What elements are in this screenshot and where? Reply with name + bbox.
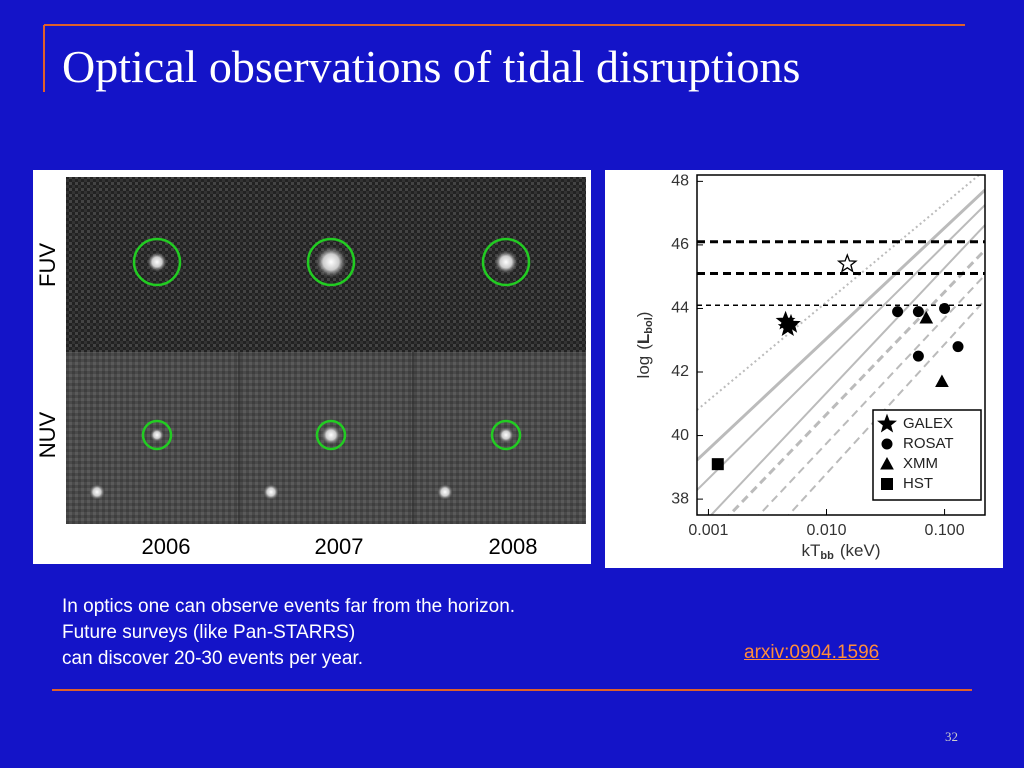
row-label: NUV — [35, 411, 60, 458]
page-number: 32 — [945, 729, 958, 744]
circle-marker — [892, 306, 904, 318]
x-tick-label: 0.010 — [806, 522, 846, 539]
star-marker — [781, 313, 801, 333]
y-axis-label: log (Lbol) — [634, 312, 654, 379]
legend-marker — [881, 478, 893, 490]
y-tick-label: 42 — [671, 363, 689, 380]
body-line: Future surveys (like Pan-STARRS) — [62, 622, 356, 643]
star-marker — [836, 253, 858, 273]
plot-frame — [696, 174, 986, 516]
x-axis-label-part: (keV) — [840, 541, 881, 560]
legend-marker — [881, 438, 893, 450]
y-axis-label-part: log — [634, 356, 653, 379]
triangle-marker — [919, 310, 934, 324]
y-tick-label: 44 — [671, 300, 689, 317]
legend-label: HST — [903, 475, 933, 492]
y-axis-label-part: ) — [634, 312, 653, 318]
x-axis-label: kTbb (keV) — [802, 541, 881, 561]
column-label: 2006 — [142, 534, 191, 559]
chart: 38 40 42 44 46 48 0.001 0.010 0.100 kTbb (keV) log (… — [605, 170, 1003, 568]
x-tick-label: 0.100 — [925, 522, 965, 539]
y-tick-label: 48 — [671, 173, 689, 190]
square-marker — [711, 458, 724, 471]
model-lines — [697, 175, 985, 515]
legend-marker — [877, 413, 897, 433]
column-label: 2008 — [489, 534, 538, 559]
circle-marker — [939, 302, 951, 314]
slide-title: Optical observations of tidal disruption… — [62, 41, 801, 92]
legend-label: GALEX — [903, 415, 953, 432]
y-axis-label-part: ( — [634, 344, 653, 350]
y-tick-label: 40 — [671, 427, 689, 444]
triangle-marker — [935, 374, 949, 388]
body-text: In optics one can observe events far fro… — [62, 594, 515, 672]
reference-link[interactable]: arxiv:0904.1596 — [744, 642, 880, 663]
body-line: In optics one can observe events far fro… — [62, 596, 516, 617]
y-axis-label-part: bol — [643, 317, 655, 334]
body-line: can discover 20-30 events per year. — [62, 648, 364, 669]
circle-marker — [952, 341, 964, 353]
y-tick-label: 38 — [671, 490, 689, 507]
circle-marker — [912, 306, 924, 318]
legend-label: ROSAT — [903, 435, 954, 452]
x-axis-label-part: kT — [802, 541, 821, 560]
circle-marker — [912, 350, 924, 362]
image-panel: FUV NUV 2006 2007 2008 — [33, 170, 591, 564]
row-label: FUV — [35, 243, 60, 287]
column-label: 2007 — [315, 534, 364, 559]
y-tick-label: 46 — [671, 236, 689, 253]
legend-marker — [880, 456, 894, 470]
y-axis-label-part: L — [634, 334, 653, 344]
legend-label: XMM — [903, 455, 938, 472]
x-axis-label-part: bb — [820, 550, 834, 562]
x-tick-label: 0.001 — [688, 522, 728, 539]
